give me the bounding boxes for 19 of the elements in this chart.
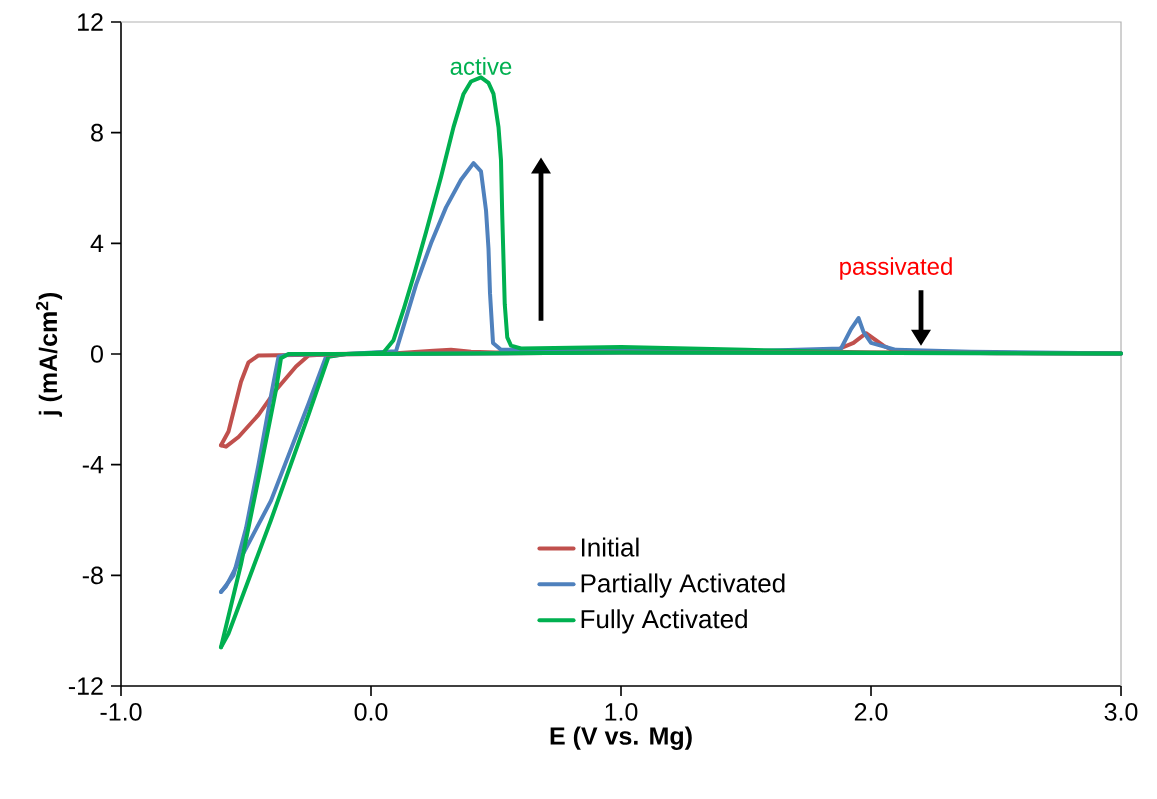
x-tick-label: 3.0	[1104, 703, 1138, 721]
x-axis-title: E (V vs. Mg)	[550, 726, 692, 750]
x-tick-label: -1.0	[100, 703, 142, 721]
x-tick-label: 0.0	[354, 703, 388, 721]
annotation: active	[450, 57, 512, 75]
y-axis-title: j (mA/cm$^{2}$)	[35, 292, 63, 417]
y-tick-label: 12	[78, 13, 103, 31]
y-tick-label: -4	[82, 456, 104, 474]
legend-label: Fully Activated	[581, 609, 747, 634]
x-tick-label: 1.0	[605, 703, 638, 721]
legend-label: Partially Activated	[581, 573, 785, 598]
y-tick-label: -12	[68, 677, 103, 695]
annotation: passivated	[840, 257, 952, 280]
legend-label: Initial	[581, 537, 639, 557]
y-tick-label: 4	[90, 234, 104, 252]
y-tick-label: -8	[82, 566, 103, 585]
x-tick-label: 2.0	[854, 703, 888, 721]
y-tick-label: 0	[91, 345, 103, 363]
y-tick-label: 8	[91, 123, 103, 142]
